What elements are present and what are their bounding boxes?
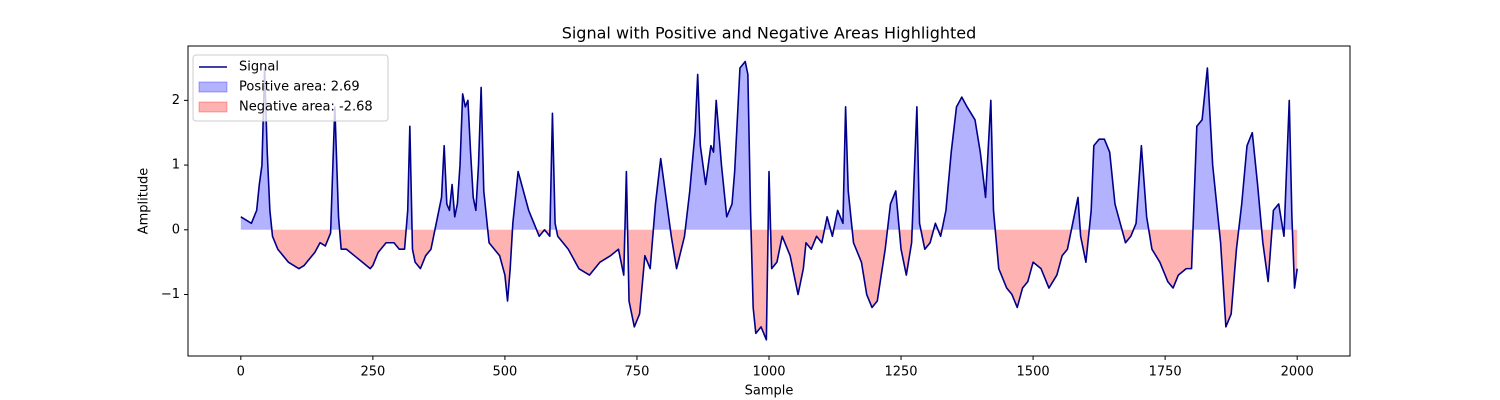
x-tick-label: 250 [360, 365, 385, 380]
y-tick-label: 1 [172, 158, 180, 173]
x-tick-label: 1750 [1149, 365, 1182, 380]
y-tick-label: 2 [172, 93, 180, 108]
x-tick-label: 750 [625, 365, 650, 380]
legend-box [192, 54, 389, 122]
x-tick-label: 1500 [1017, 365, 1050, 380]
legend-label: Signal [239, 60, 279, 75]
x-axis-label: Sample [745, 384, 794, 399]
x-tick-label: 2000 [1281, 365, 1314, 380]
legend-swatch [198, 101, 228, 113]
x-tick-label: 500 [492, 365, 517, 380]
x-tick-label: 0 [237, 365, 245, 380]
chart-title: Signal with Positive and Negative Areas … [562, 24, 977, 43]
y-axis-label: Amplitude [137, 168, 152, 235]
x-tick-label: 1250 [884, 365, 917, 380]
signal-line [240, 60, 1298, 341]
fill-area [240, 229, 1298, 340]
legend-swatch [198, 81, 228, 93]
legend-label: Negative area: -2.68 [239, 100, 373, 115]
x-tick-label: 1000 [752, 365, 785, 380]
y-tick-label: −1 [161, 287, 180, 302]
y-tick-label: 0 [172, 222, 180, 237]
legend-label: Positive area: 2.69 [239, 80, 360, 95]
